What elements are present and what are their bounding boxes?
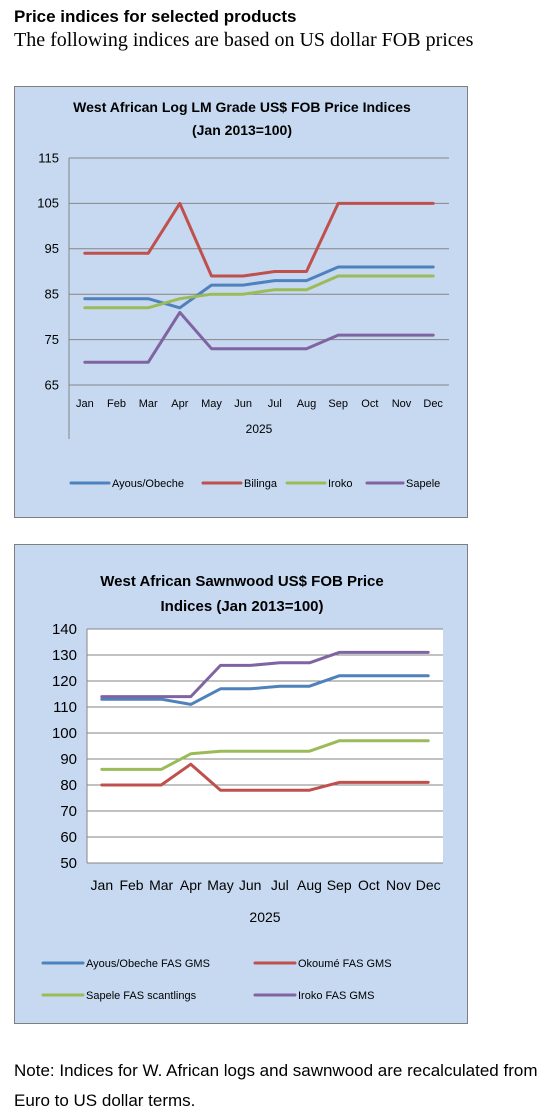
footnote: Note: Indices for W. African logs and sa… [14,1061,538,1110]
sawn-y-tick-label: 60 [60,829,77,846]
page-subheading: The following indices are based on US do… [14,29,474,51]
log-x-tick-label: Jul [268,398,282,410]
sawn-x-tick-label: Jan [91,877,114,893]
log-x-axis-label: 2025 [246,422,273,436]
sawn-x-axis-label: 2025 [249,909,280,925]
sawn-legend-label-3: Sapele FAS scantlings [86,990,197,1002]
log-series-line-1 [83,265,435,310]
log-x-tick-label: Oct [361,398,378,410]
sawn-x-tick-label: Oct [358,877,380,893]
sawn-x-tick-label: Sep [327,877,352,893]
log-x-tick-label: Sep [328,398,348,410]
sawn-x-tick-label: Nov [386,877,411,893]
log-y-tick-label: 115 [38,150,59,165]
log-y-tick-label: 75 [45,332,59,347]
sawn-x-tick-label: Jun [239,877,262,893]
sawn-y-tick-label: 110 [53,699,77,716]
log-legend-label-2: Bilinga [244,478,278,490]
log-x-tick-label: Nov [392,398,412,410]
sawn-chart-title-line-2: Indices (Jan 2013=100) [160,598,323,615]
log-series-line-2 [83,201,435,278]
log-series-line-3 [83,274,435,310]
sawn-x-tick-label: Dec [416,877,441,893]
sawn-x-tick-label: Apr [180,877,202,893]
sawn-chart-title-line-1: West African Sawnwood US$ FOB Price [100,573,383,590]
sawn-series-line-3 [100,739,430,771]
log-x-tick-label: May [201,398,222,410]
log-y-tick-label: 95 [45,241,59,256]
sawn-legend-label-2: Okoumé FAS GMS [298,958,392,970]
log-x-tick-label: Jun [234,398,252,410]
sawn-y-tick-label: 100 [52,725,77,742]
sawn-y-tick-label: 70 [60,803,77,820]
sawn-x-tick-label: Jul [271,877,289,893]
sawn-legend-label-4: Iroko FAS GMS [298,990,374,1002]
log-price-chart-svg: West African Log LM Grade US$ FOB Price … [37,99,449,490]
sawn-x-tick-label: Mar [149,877,173,893]
sawn-y-tick-label: 50 [60,855,77,872]
sawn-legend-label-1: Ayous/Obeche FAS GMS [86,958,210,970]
log-price-chart: West African Log LM Grade US$ FOB Price … [14,86,468,518]
sawn-y-tick-label: 120 [52,673,77,690]
sawnwood-price-chart: West African Sawnwood US$ FOB Price Indic… [14,544,468,1024]
sawn-x-tick-label: Aug [297,877,322,893]
log-x-tick-label: Apr [171,398,188,410]
sawn-series-line-2 [100,762,430,792]
log-x-tick-label: Aug [297,398,317,410]
sawn-series-line-4 [100,650,430,699]
log-chart-title-line-2: (Jan 2013=100) [192,122,292,138]
sawnwood-price-chart-svg: West African Sawnwood US$ FOB Price Indic… [41,573,443,1002]
log-x-tick-label: Dec [423,398,443,410]
log-y-tick-label: 105 [37,196,59,211]
sawn-plot-area [87,629,443,863]
log-y-tick-label: 65 [45,377,59,392]
log-legend-label-3: Iroko [328,478,352,490]
sawn-y-tick-label: 140 [52,621,77,638]
sawn-y-tick-label: 80 [60,777,77,794]
sawn-series-line-1 [100,674,430,706]
log-legend-label-1: Ayous/Obeche [112,478,184,490]
log-x-tick-label: Jan [76,398,94,410]
log-chart-title-line-1: West African Log LM Grade US$ FOB Price … [73,99,411,115]
sawn-x-tick-label: May [207,877,233,893]
log-legend-label-4: Sapele [406,478,440,490]
sawn-y-tick-label: 130 [52,647,77,664]
log-y-tick-label: 85 [45,287,59,302]
sawn-x-tick-label: Feb [119,877,143,893]
log-x-tick-label: Mar [139,398,158,410]
sawn-y-tick-label: 90 [60,751,77,768]
log-series-line-4 [83,310,435,364]
page-heading: Price indices for selected products [14,7,297,26]
log-x-tick-label: Feb [107,398,126,410]
